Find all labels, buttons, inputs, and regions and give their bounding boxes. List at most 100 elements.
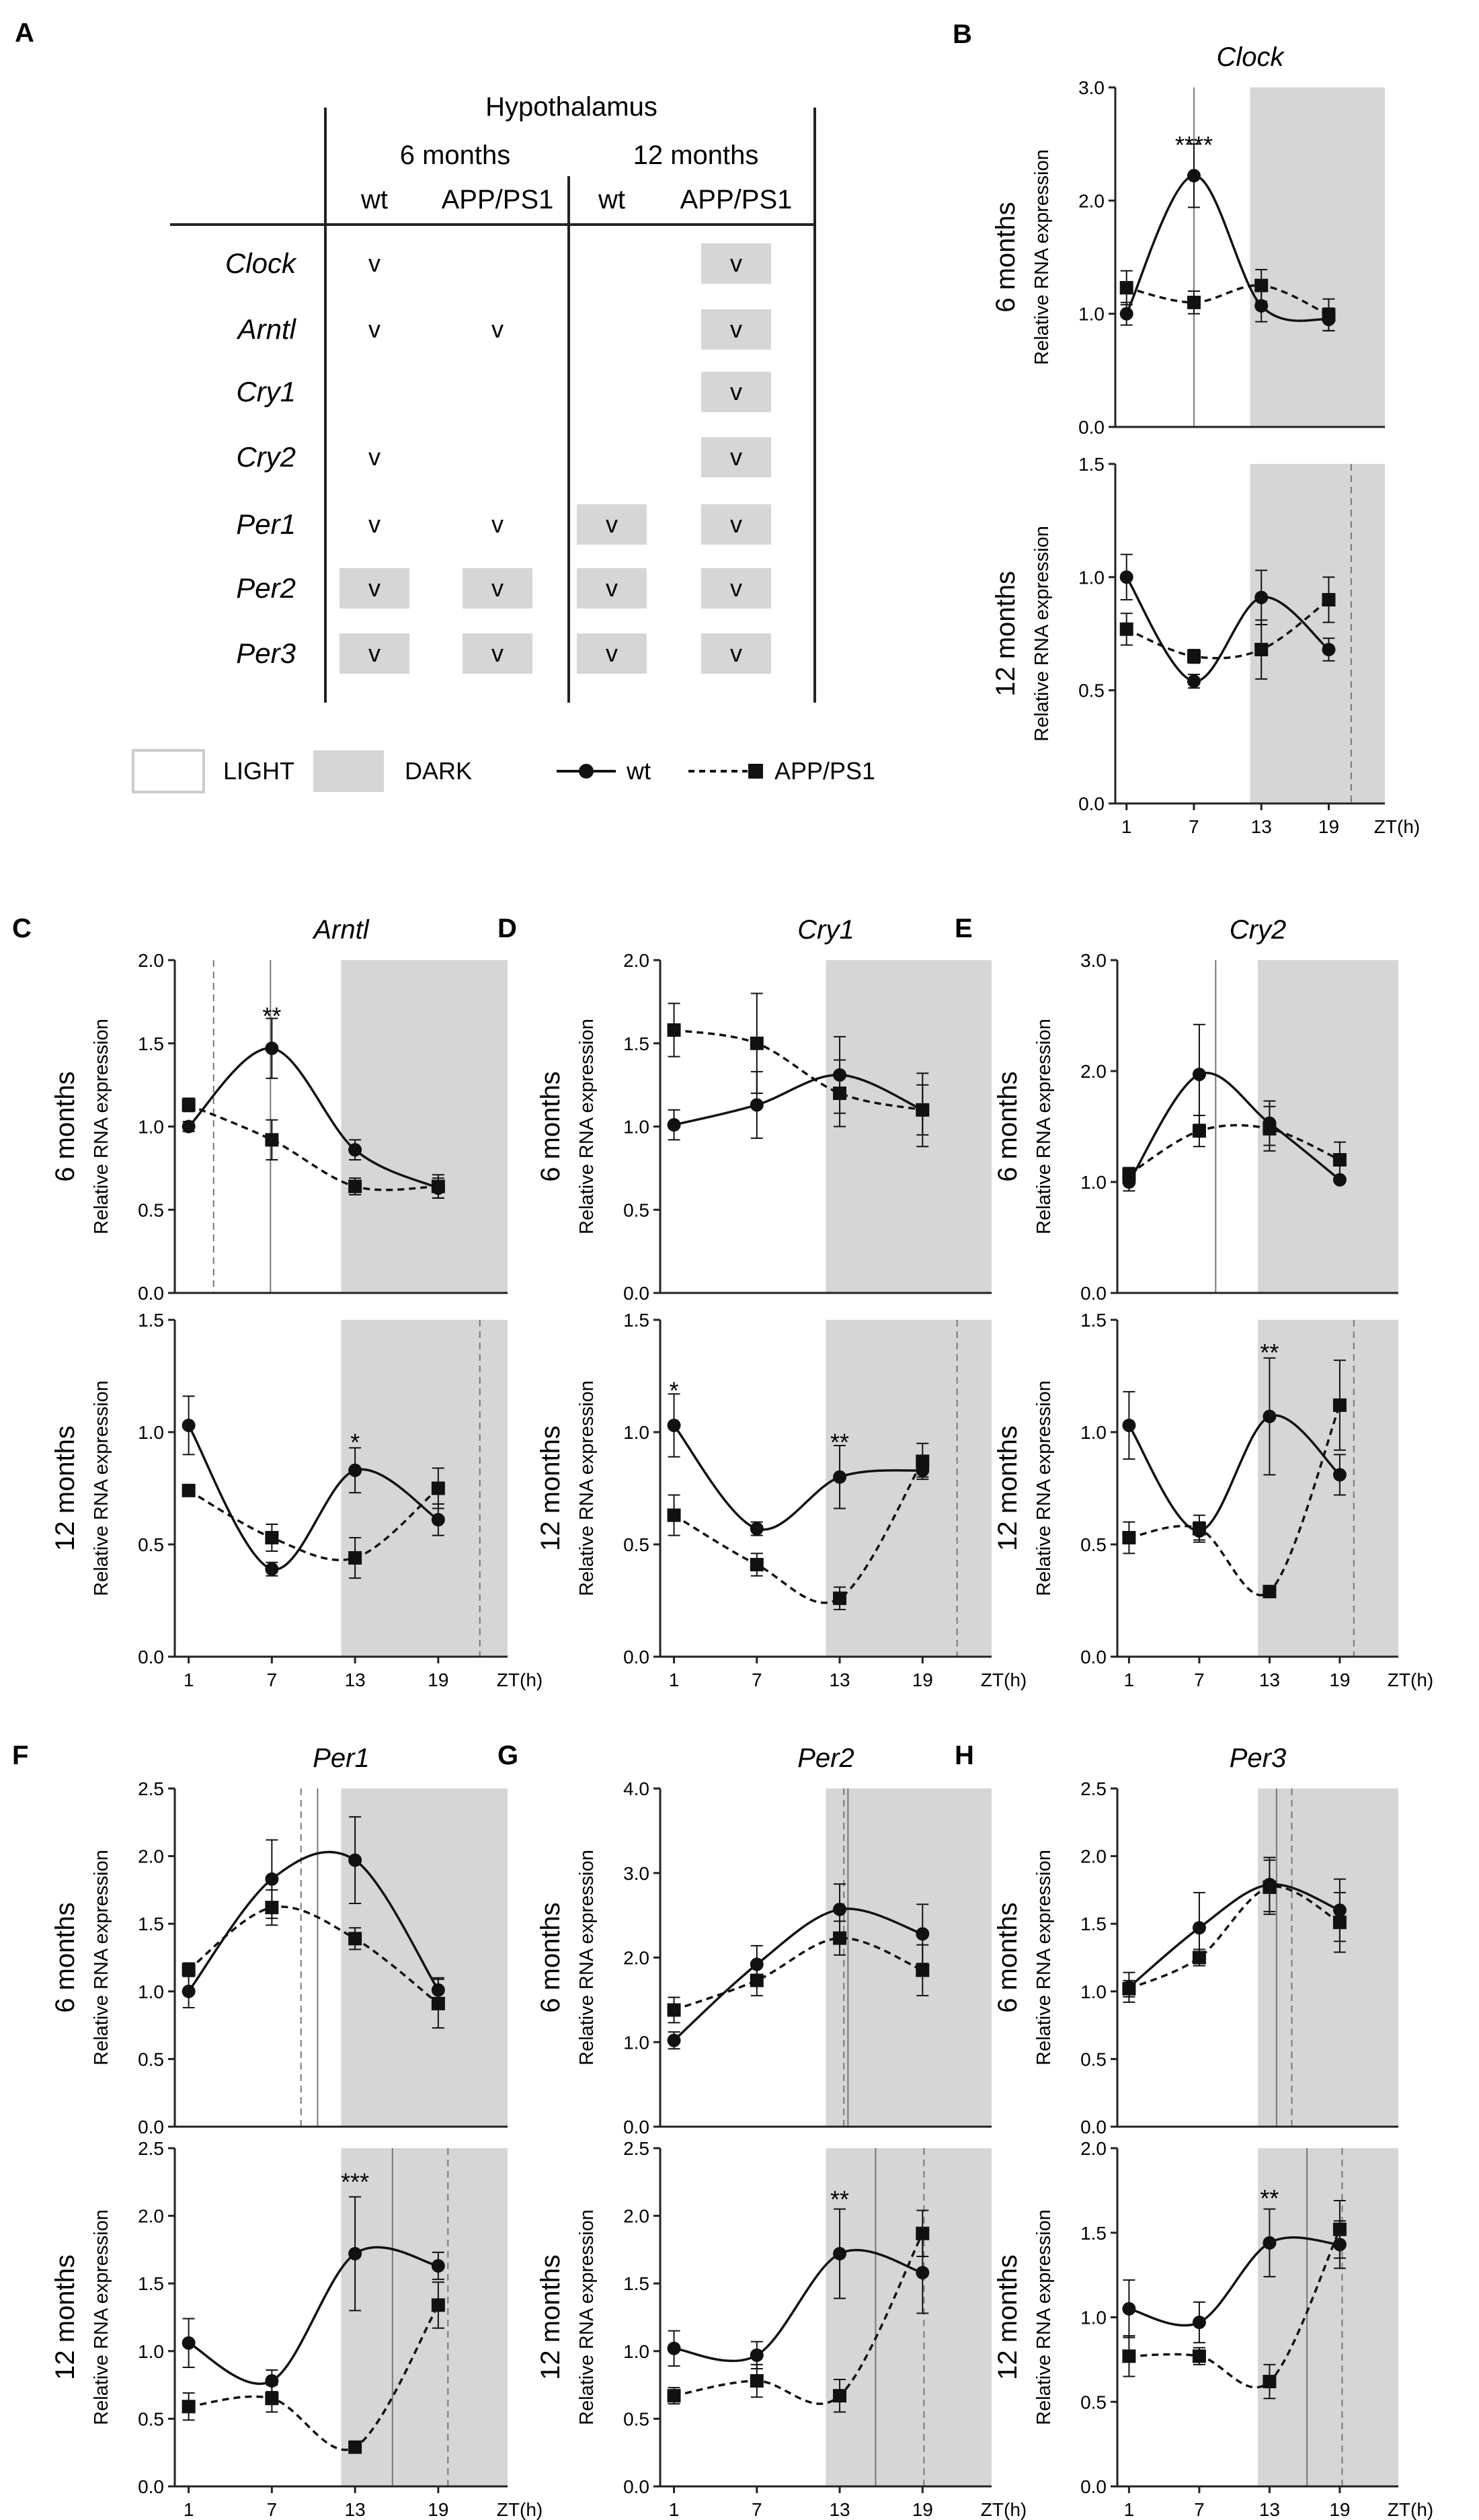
data-point-wt <box>833 1470 847 1484</box>
data-point-app <box>348 1551 362 1565</box>
y-tick-label: 0.0 <box>623 2476 649 2497</box>
data-point-app <box>1192 1124 1206 1138</box>
data-point-app <box>833 2389 847 2403</box>
y-axis-label: Relative RNA expression <box>91 1019 112 1234</box>
table-check-mark: v <box>730 574 742 602</box>
y-tick-label: 1.0 <box>1080 1422 1107 1443</box>
series-line-app <box>1129 2228 1341 2389</box>
y-tick-label: 2.5 <box>1080 1778 1107 1799</box>
data-point-app <box>265 2392 279 2406</box>
table-group-12-months: 12 months <box>633 141 759 170</box>
y-tick-label: 2.0 <box>1080 1061 1107 1082</box>
table-cell-shade <box>339 633 409 674</box>
dark-phase-band <box>341 960 508 1293</box>
series-line-app <box>188 2304 440 2451</box>
data-point-app <box>750 1973 764 1987</box>
data-point-app <box>833 1931 847 1945</box>
significance-label: ** <box>1260 2184 1279 2212</box>
data-point-wt <box>750 1098 764 1112</box>
table-check-mark: v <box>730 249 742 277</box>
y-tick-label: 1.0 <box>1080 1172 1107 1193</box>
y-tick-label: 2.0 <box>138 950 164 971</box>
series-line-wt <box>1125 576 1330 682</box>
row-label: 12 months <box>50 1425 80 1551</box>
x-tick-label: 19 <box>912 1669 933 1690</box>
y-tick-label: 1.0 <box>138 1422 164 1443</box>
data-point-wt <box>1263 2236 1277 2250</box>
x-tick-label: 19 <box>428 1669 448 1690</box>
table-check-mark: v <box>491 639 504 667</box>
table-cell-shade <box>701 504 771 545</box>
data-point-wt <box>1187 674 1201 688</box>
legend-light-label: LIGHT <box>223 757 294 785</box>
data-point-app <box>1332 1916 1347 1930</box>
chart-b-12m: 0.0 0.5 1.0 1.5 Relative RNA expression 12 mo… <box>991 454 1420 837</box>
significance-label: ** <box>262 1002 281 1030</box>
data-point-app <box>1322 308 1336 322</box>
x-tick-label: 1 <box>1121 816 1132 837</box>
y-axis-label: Relative RNA expression <box>91 2209 112 2425</box>
series-line-wt <box>188 2246 439 2386</box>
table-col-app-12m: APP/PS1 <box>680 185 793 214</box>
significance-label: ** <box>830 2185 849 2213</box>
table-check-mark: v <box>368 443 381 471</box>
data-point-wt <box>1322 643 1336 657</box>
chart-title: Clock <box>1216 42 1285 72</box>
data-point-app <box>750 1036 764 1050</box>
table-gene-per3: Per3 <box>236 637 296 669</box>
series-line-wt <box>1127 1072 1341 1183</box>
table-check-mark: v <box>730 510 742 538</box>
data-point-wt <box>667 1418 681 1432</box>
data-point-app <box>431 1481 445 1495</box>
data-point-app <box>182 1483 196 1497</box>
y-tick-label: 2.0 <box>1078 190 1105 211</box>
x-axis-unit: ZT(h) <box>1388 1669 1433 1690</box>
chart-c-6m: C Arntl 0.0 0.5 1.0 1.5 2.0 Relative RNA expres… <box>12 914 508 1304</box>
chart-d-12m: 0.0 0.5 1.0 1.5 Relative RNA expression 12 mo… <box>536 1310 1027 1690</box>
x-axis-unit: ZT(h) <box>1374 816 1420 837</box>
y-tick-label: 1.5 <box>623 1033 649 1054</box>
dark-phase-band <box>341 1320 508 1657</box>
data-point-wt <box>348 1143 362 1157</box>
chart-c-12m: 0.0 0.5 1.0 1.5 Relative RNA expression 12 mo… <box>50 1310 543 1690</box>
data-point-app <box>833 1591 847 1606</box>
y-tick-label: 1.5 <box>138 1914 164 1934</box>
data-point-app <box>750 1558 764 1572</box>
y-tick-label: 1.5 <box>623 2273 649 2294</box>
data-point-wt <box>667 2033 681 2047</box>
data-point-wt <box>667 2341 681 2355</box>
data-point-app <box>1192 1522 1206 1536</box>
y-tick-label: 1.5 <box>1080 1914 1107 1934</box>
data-point-app <box>1122 1530 1136 1544</box>
y-tick-label: 1.0 <box>1080 2308 1107 2328</box>
x-tick-label: 7 <box>267 1669 278 1690</box>
x-tick-label: 19 <box>428 2499 448 2520</box>
legend: LIGHT DARK wt APP/PS1 <box>132 749 875 793</box>
row-label: 12 months <box>993 2254 1023 2380</box>
data-point-wt <box>1119 307 1133 321</box>
data-point-app <box>667 1023 681 1037</box>
y-tick-label: 1.5 <box>1080 1310 1107 1331</box>
y-tick-label: 1.0 <box>138 1117 164 1138</box>
table-cell-shade <box>463 633 532 674</box>
row-label: 12 months <box>50 2254 80 2380</box>
x-tick-label: 1 <box>669 2499 680 2520</box>
series-line-wt <box>1127 1414 1341 1532</box>
y-tick-label: 1.0 <box>138 2341 164 2362</box>
data-point-wt <box>1254 590 1269 604</box>
y-tick-label: 2.0 <box>138 2206 164 2227</box>
series-line-wt <box>1125 174 1329 322</box>
data-point-wt <box>431 2259 445 2273</box>
y-tick-label: 1.5 <box>623 1310 649 1331</box>
significance-label: *** <box>341 2168 369 2195</box>
x-axis-unit: ZT(h) <box>981 2499 1027 2520</box>
dark-phase-band <box>1250 87 1385 427</box>
data-point-app <box>182 1963 196 1977</box>
y-tick-label: 2.0 <box>623 2206 649 2227</box>
data-point-wt <box>265 1872 279 1886</box>
dark-phase-band <box>1258 2148 1398 2486</box>
series-line-wt <box>1128 1883 1341 1989</box>
data-point-wt <box>916 1927 930 1941</box>
data-point-wt <box>833 1902 847 1916</box>
series-line-wt <box>674 1074 923 1126</box>
